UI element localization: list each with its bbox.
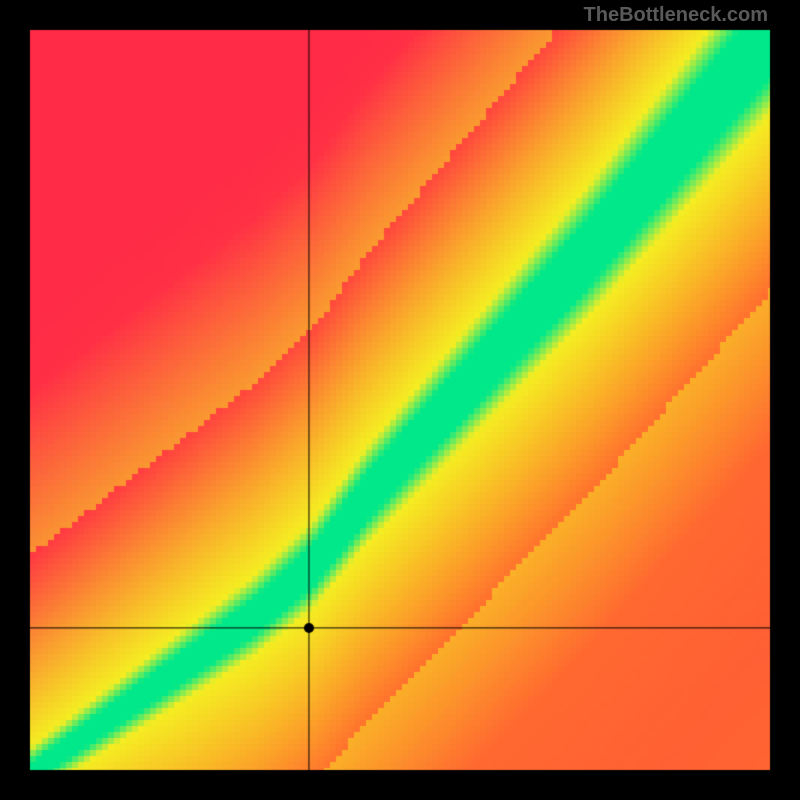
chart-container: TheBottleneck.com — [0, 0, 800, 800]
attribution-label: TheBottleneck.com — [584, 4, 768, 27]
bottleneck-heatmap — [0, 0, 800, 800]
